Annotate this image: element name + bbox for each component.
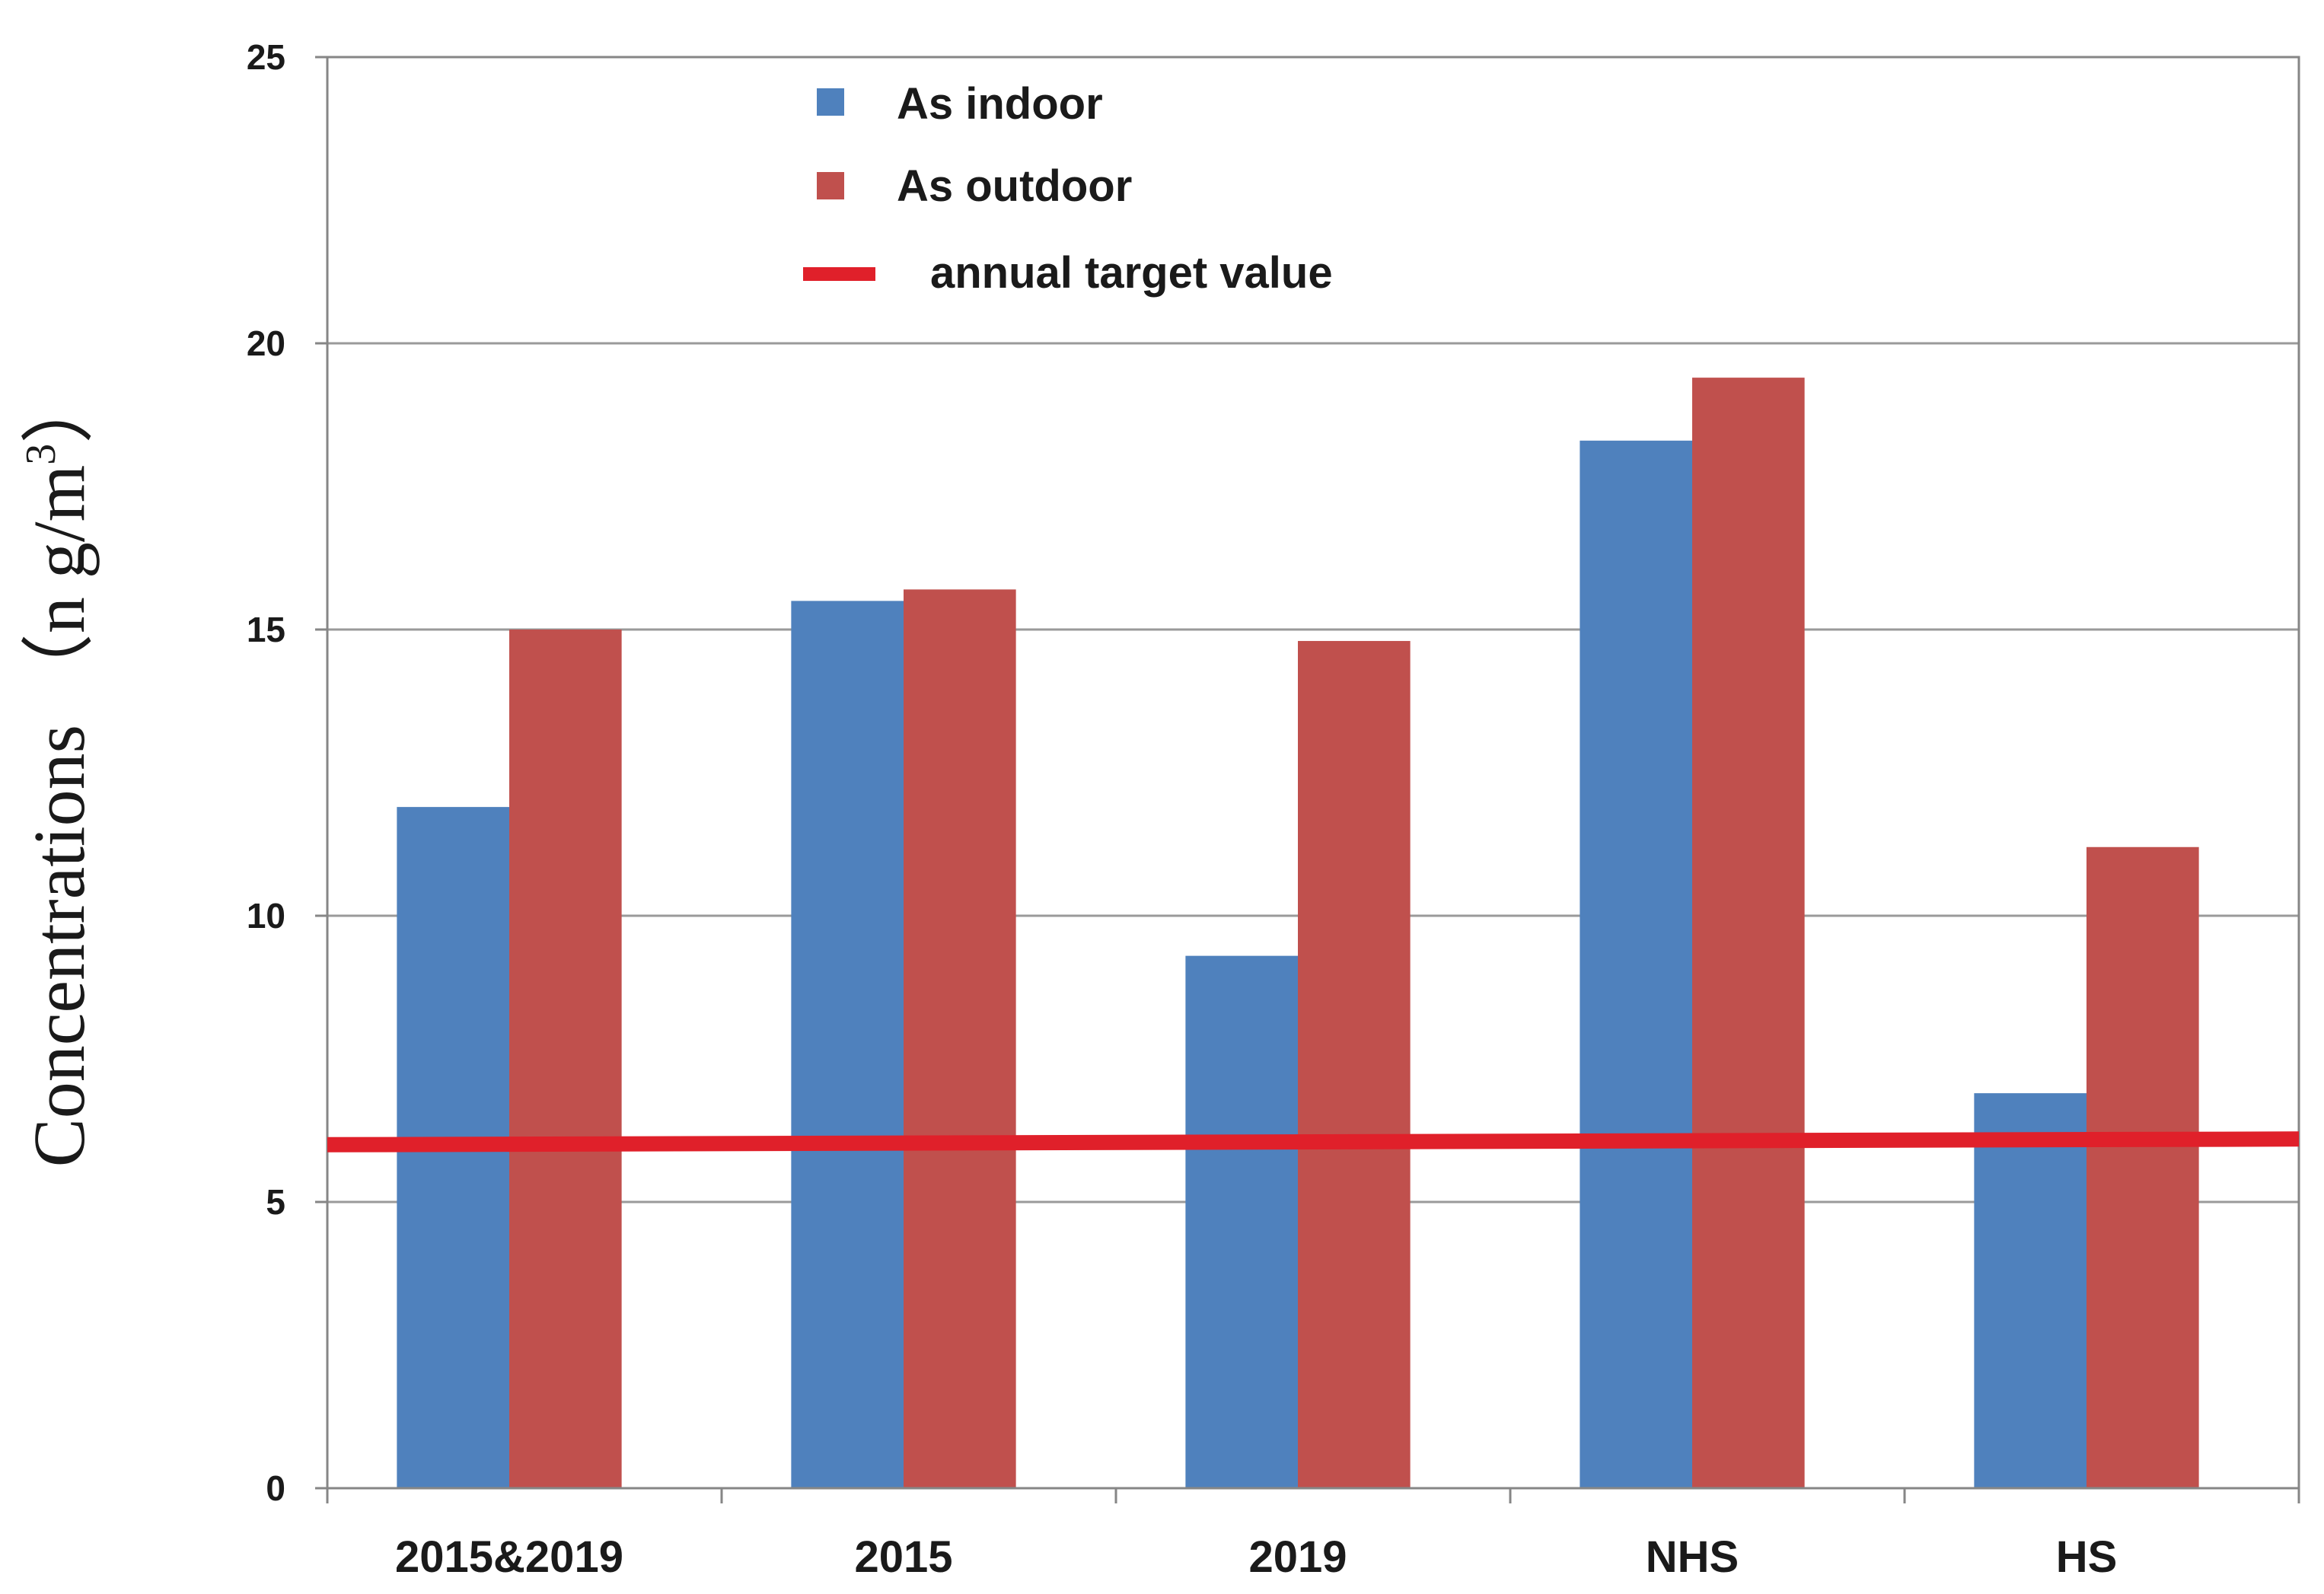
y-tick-label: 20 [247, 324, 285, 363]
y-tick-label: 10 [247, 896, 285, 936]
bar [904, 589, 1016, 1488]
x-category-label: HS [2056, 1532, 2118, 1582]
bar [791, 601, 904, 1488]
legend-swatch-indoor [817, 88, 844, 116]
y-tick-label: 0 [266, 1468, 285, 1508]
bars [397, 378, 2199, 1488]
plot-frame [326, 56, 2300, 1490]
reference-line [327, 1131, 2300, 1152]
y-tick-label: 25 [247, 37, 285, 77]
y-tick-label: 15 [247, 610, 285, 649]
bar [1580, 440, 1692, 1488]
bar [2086, 846, 2199, 1488]
legend-label-indoor: As indoor [897, 79, 1103, 129]
x-category-label: 2015&2019 [395, 1532, 623, 1582]
reference-line-group [327, 1131, 2300, 1152]
y-axis-label-close: ） [18, 371, 100, 444]
y-axis-label-superscript: 3 [18, 444, 65, 465]
legend-label-outdoor: As outdoor [897, 161, 1132, 211]
y-axis-label: Concentrations （n g/m3） [18, 371, 100, 1168]
y-axis-label-main: Concentrations （n g/m [18, 465, 100, 1168]
bar [509, 630, 622, 1488]
bar [1974, 1093, 2086, 1488]
y-axis: 0 5 10 15 20 25 [247, 37, 327, 1508]
bar [1298, 641, 1411, 1488]
x-category-label: 2015 [854, 1532, 952, 1582]
x-category-label: 2019 [1248, 1532, 1347, 1582]
x-axis: 2015&2019 2015 2019 NHS HS [326, 1488, 2300, 1582]
legend-label-target: annual target value [930, 248, 1333, 298]
legend: As indoor As outdoor annual target value [803, 79, 1333, 298]
x-category-label: NHS [1646, 1532, 1739, 1582]
y-tick-label: 5 [266, 1182, 285, 1222]
legend-swatch-outdoor [817, 172, 844, 199]
bar [1185, 955, 1298, 1488]
bar [1692, 378, 1805, 1488]
